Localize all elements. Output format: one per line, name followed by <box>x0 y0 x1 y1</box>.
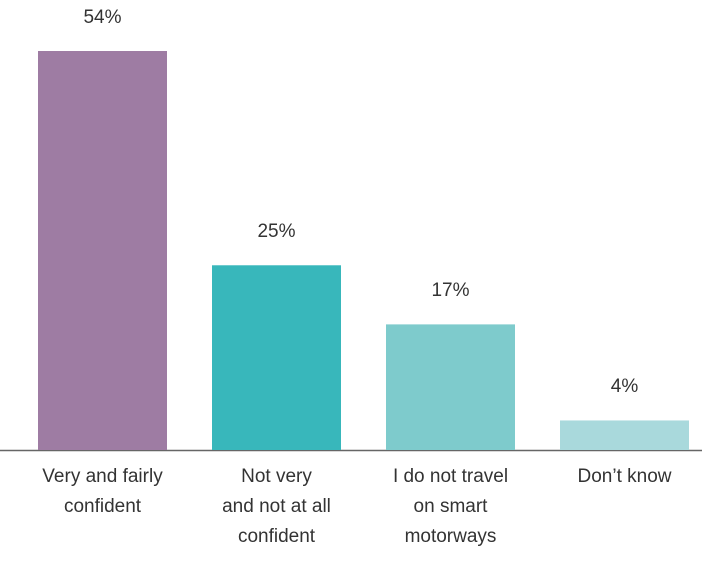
bar <box>212 265 341 450</box>
x-tick-label: Not very and not at all confident <box>222 466 331 547</box>
bar <box>386 324 515 450</box>
value-label: 17% <box>431 280 470 302</box>
x-tick-label: Don’t know <box>577 466 672 487</box>
x-tick-label: Very and fairly confident <box>42 466 163 517</box>
value-label: 54% <box>83 7 122 28</box>
value-label: 4% <box>610 376 639 398</box>
bar <box>38 51 167 450</box>
x-tick-label: I do not travel on smart motorways <box>392 466 509 547</box>
bar <box>560 420 689 450</box>
value-label: 25% <box>257 221 296 243</box>
